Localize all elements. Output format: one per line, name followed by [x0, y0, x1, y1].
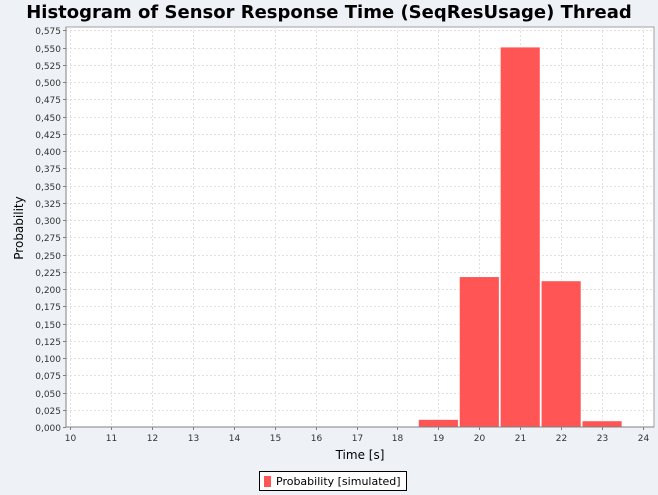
y-tick-label: 0,550 [35, 45, 61, 55]
y-tick-label: 0,450 [35, 114, 61, 124]
y-tick-label: 0,500 [35, 79, 61, 89]
chart-title: Histogram of Sensor Response Time (SeqRe… [26, 2, 632, 23]
y-tick-label: 0,300 [35, 217, 61, 227]
y-tick-label: 0,475 [35, 96, 61, 106]
y-tick-label: 0,575 [35, 27, 61, 37]
x-tick-label: 13 [188, 434, 199, 444]
y-tick-label: 0,125 [35, 338, 61, 348]
histogram-bars [417, 46, 623, 428]
x-tick-label: 16 [311, 434, 323, 444]
y-tick-label: 0,250 [35, 252, 61, 262]
x-tick-labels: 10 11 12 13 14 15 16 17 18 19 20 21 22 23 24 [65, 434, 650, 444]
histogram-bar [540, 280, 582, 428]
x-tick-label: 10 [65, 434, 77, 444]
x-tick-label: 24 [638, 434, 650, 444]
legend: Probability [simulated] [259, 471, 407, 491]
y-tick-label: 0,275 [35, 234, 61, 244]
y-tick-label: 0,400 [35, 148, 61, 158]
y-axis-label: Probability [12, 196, 26, 259]
y-tick-label: 0,050 [35, 390, 61, 400]
y-tick-label: 0,375 [35, 165, 61, 175]
y-tick-label: 0,425 [35, 131, 61, 141]
y-tick-label: 0,025 [35, 407, 61, 417]
x-tick-label: 11 [106, 434, 117, 444]
x-tick-label: 14 [229, 434, 241, 444]
y-tick-label: 0,225 [35, 269, 61, 279]
x-tick-label: 23 [597, 434, 608, 444]
x-tick-label: 18 [392, 434, 404, 444]
y-tick-label: 0,525 [35, 62, 61, 72]
x-tick-label: 21 [515, 434, 526, 444]
histogram-bar [499, 46, 541, 428]
axes [65, 27, 654, 428]
x-tick-label: 15 [270, 434, 281, 444]
y-tick-label: 0,175 [35, 303, 61, 313]
y-tick-label: 0,000 [35, 424, 61, 434]
histogram-bar [458, 276, 500, 428]
x-tick-label: 22 [556, 434, 567, 444]
legend-label: Probability [simulated] [276, 474, 401, 488]
legend-swatch [264, 475, 271, 487]
y-tick-label: 0,100 [35, 355, 61, 365]
y-tick-label: 0,150 [35, 321, 61, 331]
y-tick-label: 0,075 [35, 372, 61, 382]
y-tick-labels: 0,000 0,025 0,050 0,075 0,100 0,125 0,150 0,175… [35, 27, 61, 434]
y-tick-label: 0,325 [35, 200, 61, 210]
x-tick-label: 19 [433, 434, 445, 444]
y-tick-label: 0,350 [35, 183, 61, 193]
histogram-bar [581, 420, 623, 428]
histogram-bar [417, 419, 459, 428]
x-tick-label: 17 [352, 434, 363, 444]
x-tick-label: 12 [147, 434, 158, 444]
x-axis-label: Time [s] [335, 448, 385, 462]
y-tick-label: 0,200 [35, 286, 61, 296]
x-tick-label: 20 [474, 434, 486, 444]
